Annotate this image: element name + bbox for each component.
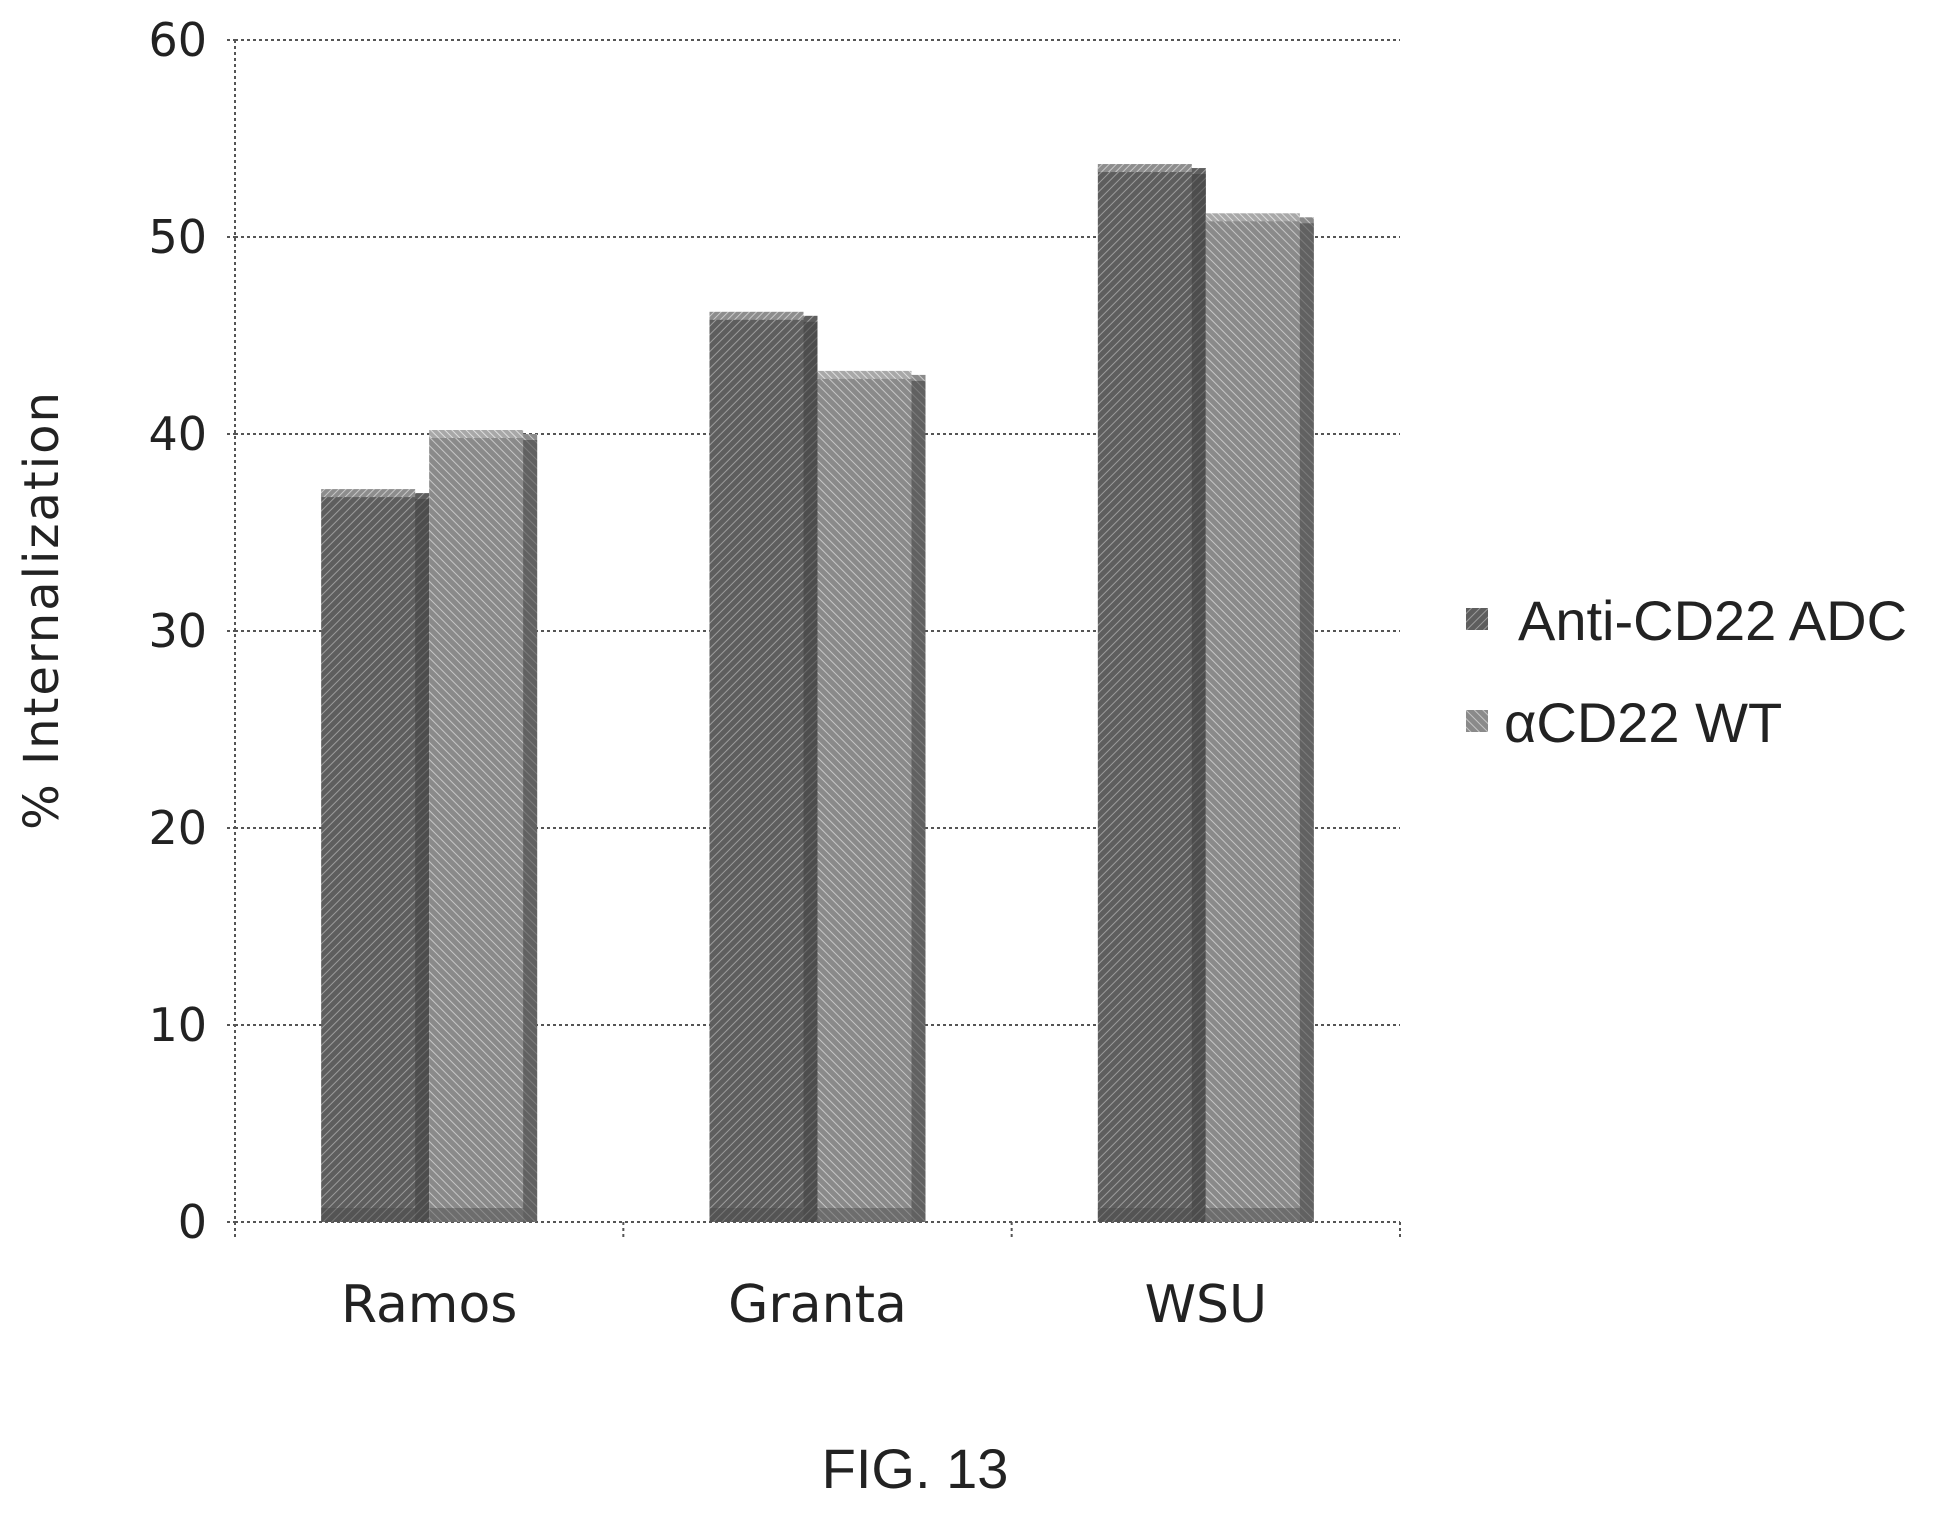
y-tick-label: 0 xyxy=(178,1195,207,1249)
x-category-label: Granta xyxy=(728,1275,907,1335)
legend-item: αCD22 WT xyxy=(1466,691,1782,754)
bar-base xyxy=(1097,1208,1192,1222)
bar-side xyxy=(803,321,818,1222)
y-axis-label: % Internalization xyxy=(14,390,70,830)
bar-side xyxy=(415,499,430,1223)
bar-Anti-CD22 ADC-Ramos xyxy=(321,489,430,1223)
bar-base xyxy=(1205,1208,1300,1222)
y-tick-label: 60 xyxy=(148,13,207,67)
bar-face xyxy=(429,434,538,1222)
bar-top xyxy=(1205,213,1300,222)
bar-side xyxy=(1191,174,1206,1222)
bar-αCD22 WT-Ramos xyxy=(429,430,538,1222)
y-tick-label: 40 xyxy=(148,407,207,461)
y-tick-label: 50 xyxy=(148,210,207,264)
bar-face xyxy=(321,493,430,1223)
bar-Anti-CD22 ADC-WSU xyxy=(1097,164,1206,1222)
bars xyxy=(321,164,1314,1223)
bar-base xyxy=(321,1208,416,1222)
bar-αCD22 WT-Granta xyxy=(817,370,926,1222)
bar-face xyxy=(1097,168,1206,1222)
x-category-labels: Ramos Granta WSU xyxy=(341,1275,1267,1335)
bar-top xyxy=(429,430,524,438)
bar-face xyxy=(817,374,926,1222)
bar-top xyxy=(817,370,912,379)
y-tick-labels: 0 10 20 30 40 50 60 xyxy=(148,13,207,1249)
bar-top xyxy=(1097,164,1192,173)
legend-swatch xyxy=(1466,710,1488,732)
bar-base xyxy=(817,1208,912,1222)
x-category-label: Ramos xyxy=(341,1275,517,1335)
legend-label: Anti-CD22 ADC xyxy=(1518,589,1907,652)
bar-top xyxy=(321,489,416,498)
bar-side xyxy=(1299,223,1314,1223)
legend-label: αCD22 WT xyxy=(1504,691,1782,754)
x-category-label: WSU xyxy=(1145,1275,1267,1335)
legend-swatch xyxy=(1466,608,1488,630)
figure-caption: FIG. 13 xyxy=(822,1437,1009,1500)
bar-side xyxy=(911,380,926,1222)
legend-item: Anti-CD22 ADC xyxy=(1466,589,1907,652)
y-tick-label: 30 xyxy=(148,604,207,658)
y-tick-label: 10 xyxy=(148,998,207,1052)
legend: Anti-CD22 ADC αCD22 WT xyxy=(1466,589,1907,754)
bar-αCD22 WT-WSU xyxy=(1205,213,1314,1223)
bar-face xyxy=(1205,217,1314,1223)
bar-side xyxy=(523,440,538,1222)
y-tick-label: 20 xyxy=(148,801,207,855)
bar-Anti-CD22 ADC-Granta xyxy=(709,311,818,1222)
bar-base xyxy=(429,1208,524,1222)
bar-top xyxy=(709,311,804,320)
bar-face xyxy=(709,315,818,1222)
bar-base xyxy=(709,1208,804,1222)
